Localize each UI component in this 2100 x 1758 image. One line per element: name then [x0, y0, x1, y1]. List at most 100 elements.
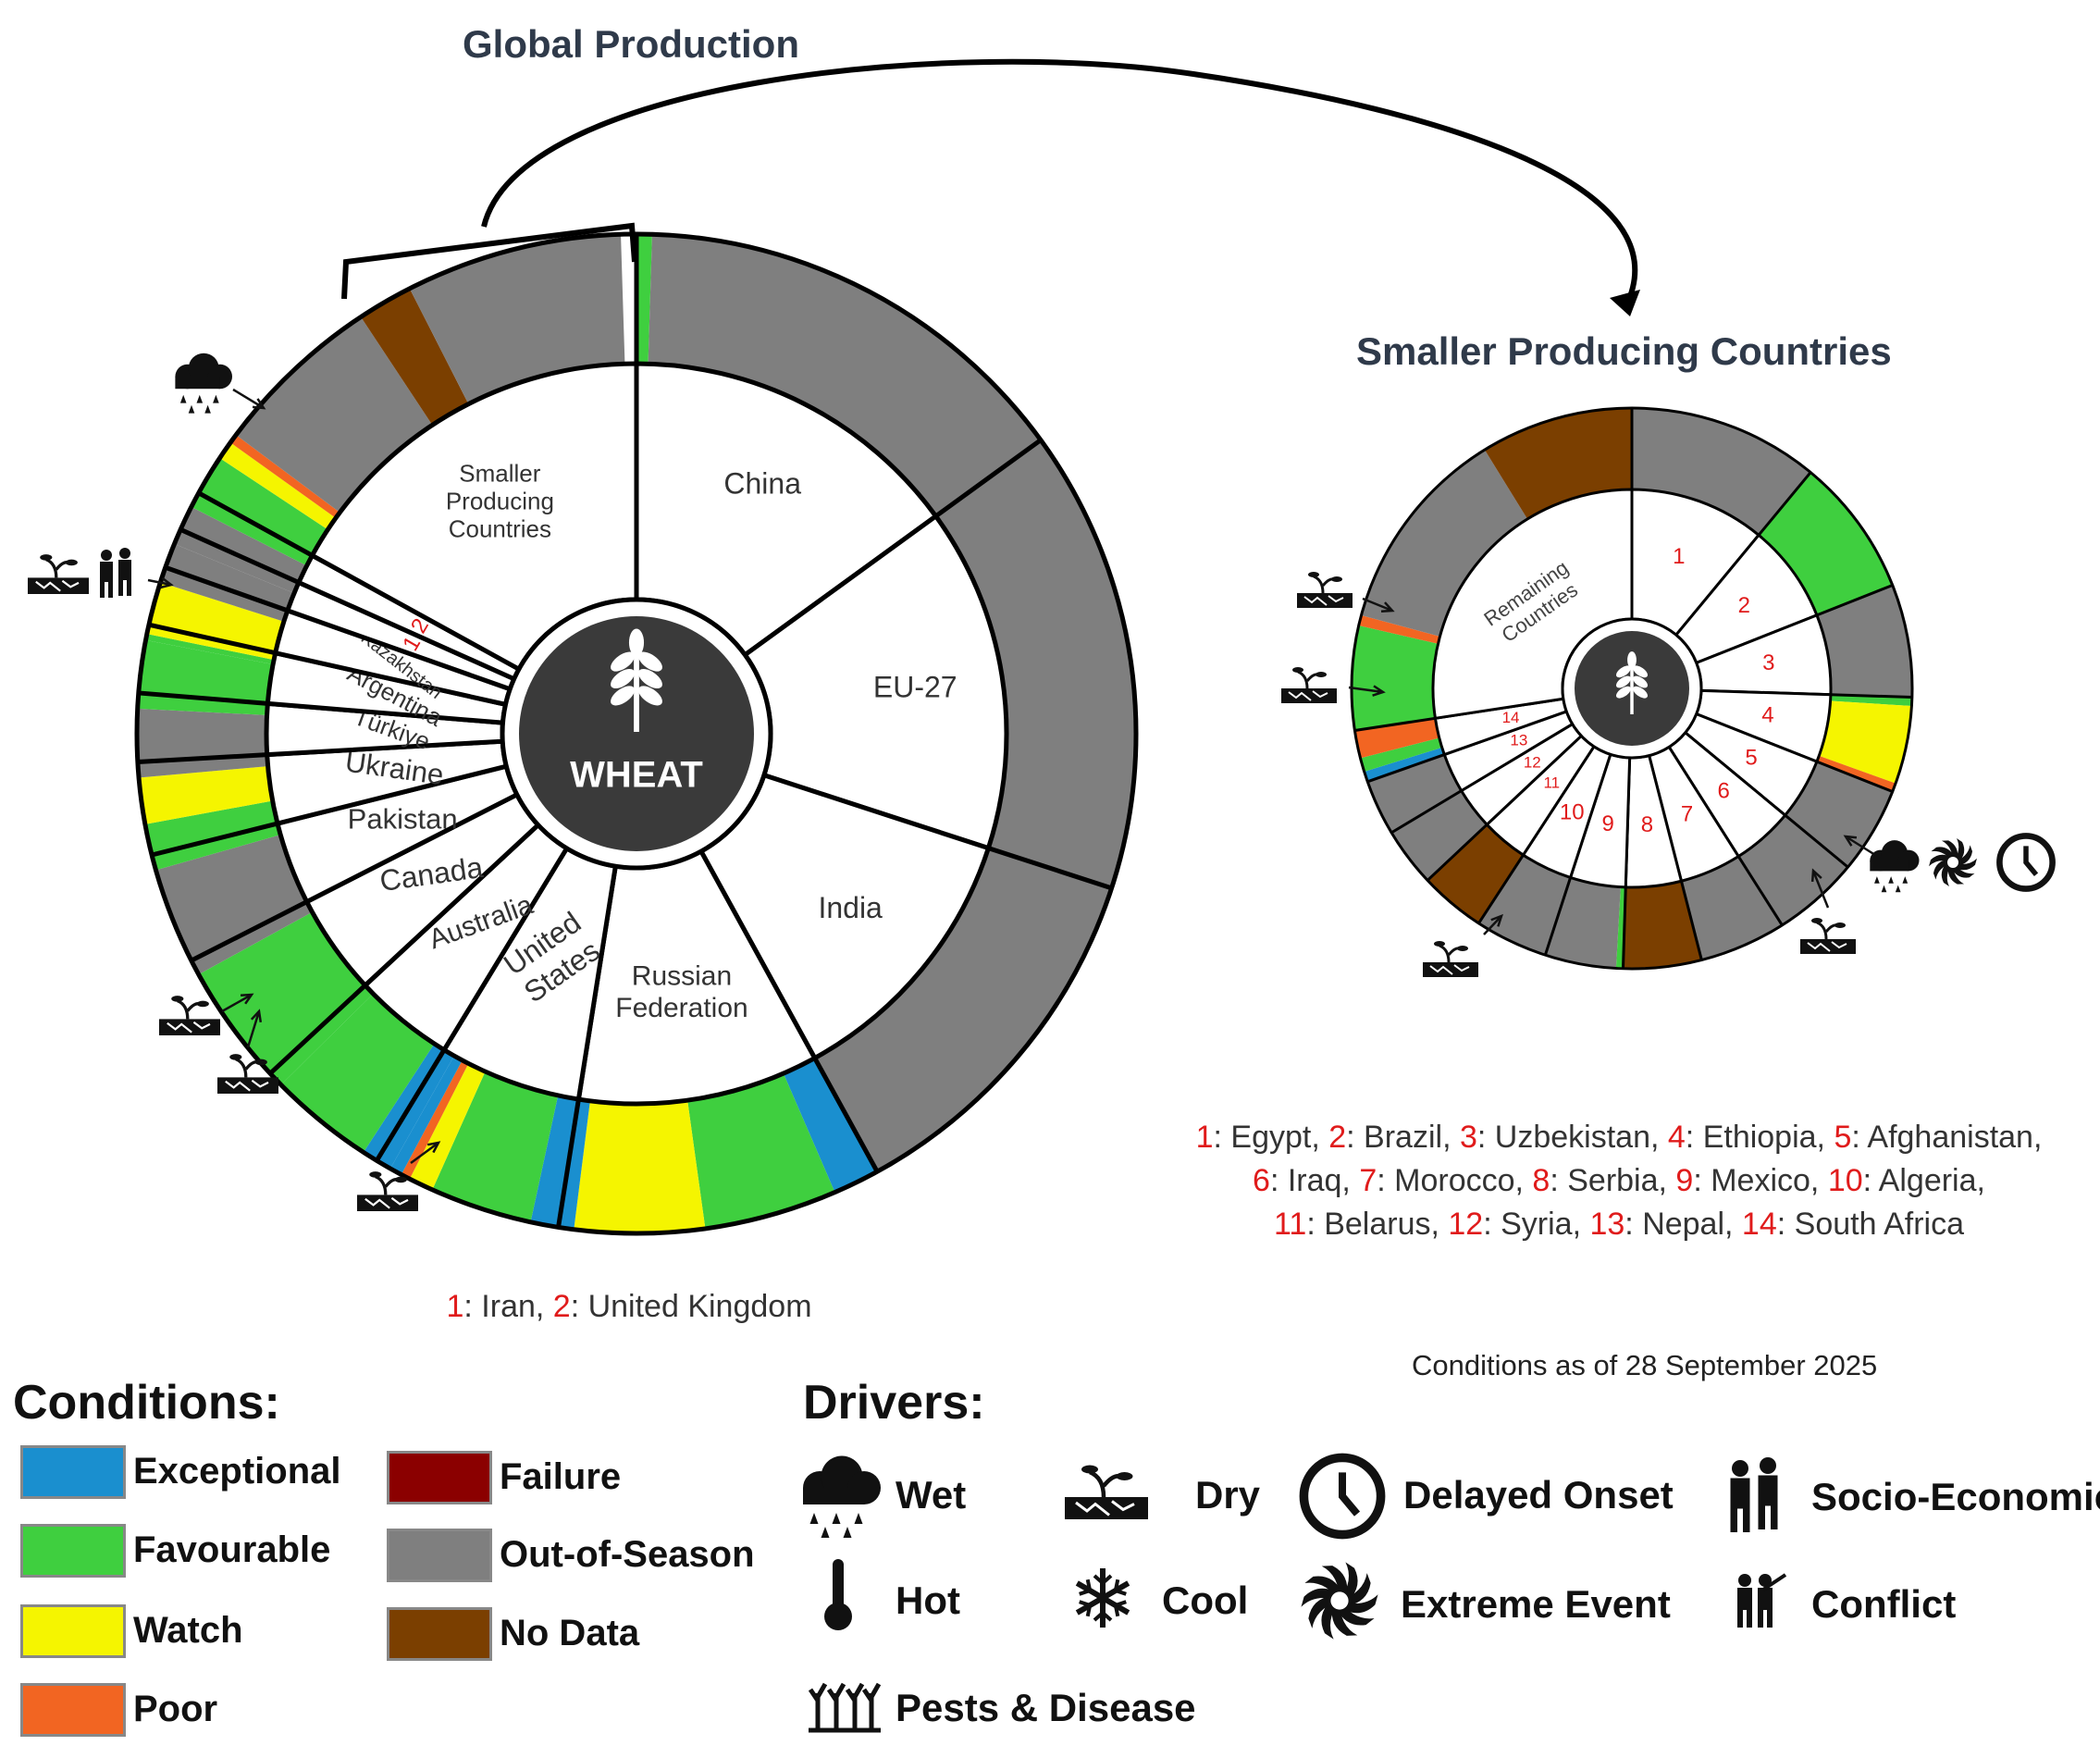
- ring-separator: [375, 1048, 447, 1162]
- driver-pointer: [246, 1010, 261, 1048]
- ring-separator: [1784, 813, 1849, 869]
- legend-label: Failure: [500, 1456, 622, 1497]
- key-country: : Morocco,: [1377, 1163, 1533, 1198]
- key-number: 12: [1448, 1207, 1484, 1242]
- ring-separator: [812, 1057, 880, 1173]
- driver-pointer-head: [240, 993, 254, 1005]
- outer-ring-segment: [1623, 881, 1702, 969]
- driver-label: Dry: [1195, 1473, 1261, 1517]
- country-label: Pakistan: [348, 803, 458, 836]
- key-country: : Iran,: [463, 1289, 553, 1324]
- country-label: Smaller Producing Countries: [446, 459, 554, 542]
- ring-separator: [556, 1098, 581, 1228]
- driver-label: Pests & Disease: [896, 1686, 1196, 1729]
- outer-ring-segment: [144, 800, 281, 871]
- outer-ring-segment: [1360, 737, 1442, 773]
- driver-pointer: [1845, 835, 1876, 857]
- ring-separator: [164, 564, 289, 613]
- key-number: 7: [1359, 1163, 1377, 1198]
- driver-label: Extreme Event: [1401, 1582, 1671, 1626]
- driver-pointer-head: [1380, 601, 1395, 613]
- drivers-legend-title: Drivers:: [803, 1376, 985, 1430]
- wet-icon: [175, 353, 232, 414]
- key-number: 8: [1532, 1163, 1550, 1198]
- country-label: 13: [1510, 732, 1527, 749]
- ring-separator: [1830, 693, 1912, 699]
- outer-ring-border: [134, 231, 1139, 1236]
- outer-ring-segment: [230, 435, 340, 518]
- driver-pointer-head: [426, 1141, 441, 1154]
- driver-label: Delayed Onset: [1403, 1473, 1674, 1517]
- ring-separator: [151, 821, 278, 858]
- legend-swatch-poor: [20, 1683, 126, 1737]
- dry-icon: [1800, 918, 1856, 954]
- country-label: 11: [1543, 774, 1560, 792]
- conditions-date: Conditions as of 28 September 2025: [1412, 1349, 1878, 1381]
- ring-separator: [1757, 471, 1812, 537]
- outer-ring-segment: [935, 440, 1136, 888]
- legend-label: Exceptional: [133, 1451, 341, 1492]
- legend-swatch-out-of-season: [387, 1529, 492, 1582]
- ring-separator: [1354, 716, 1436, 733]
- ring-separator: [190, 899, 308, 963]
- clock-icon: [1996, 833, 2056, 892]
- driver-label: Wet: [896, 1473, 967, 1517]
- outer-ring-segment: [1816, 585, 1912, 698]
- key-country: : Mexico,: [1693, 1163, 1828, 1198]
- legend-swatch-failure: [387, 1451, 492, 1504]
- smaller-key-line-1: 1: Egypt, 2: Brazil, 3: Uzbekistan, 4: E…: [1166, 1120, 2072, 1156]
- outer-ring-segment: [280, 994, 435, 1153]
- outer-ring-segment: [432, 1071, 559, 1222]
- ring-separator: [1366, 753, 1445, 784]
- outer-ring-segment: [1427, 824, 1524, 923]
- driver-label: Hot: [896, 1578, 960, 1622]
- country-label: 4: [1761, 703, 1773, 728]
- outer-ring-segment: [136, 708, 268, 778]
- dry-icon: [28, 554, 89, 594]
- outer-ring-segment: [1361, 450, 1528, 637]
- driver-pointer-head: [160, 576, 174, 589]
- country-label: Russian Federation: [615, 960, 747, 1023]
- wheat-hub: [519, 616, 754, 851]
- global-production-title: Global Production: [463, 22, 799, 66]
- outer-ring-segment: [1819, 700, 1912, 784]
- outer-ring-segment: [389, 1056, 463, 1175]
- ring-separator: [137, 752, 267, 765]
- country-label: 8: [1641, 812, 1653, 837]
- outer-ring-segment: [574, 1100, 706, 1233]
- key-number: 4: [1667, 1120, 1686, 1155]
- outer-ring-segment: [139, 766, 273, 824]
- smaller-key-line-3: 11: Belarus, 12: Syria, 13: Nepal, 14: S…: [1166, 1207, 2072, 1243]
- outer-ring-segment: [648, 234, 1041, 516]
- dry-icon: [1423, 941, 1478, 977]
- outer-ring-segment: [1364, 747, 1445, 782]
- outer-ring-segment: [198, 911, 374, 1085]
- outer-ring-segment: [1632, 408, 1811, 536]
- country-label: 10: [1560, 800, 1585, 825]
- country-label: 5: [1745, 746, 1757, 771]
- key-country: : Ethiopia,: [1685, 1120, 1834, 1155]
- ring-separator: [1736, 855, 1784, 926]
- country-label: 3: [1762, 651, 1774, 676]
- outer-ring-segment: [1759, 472, 1893, 615]
- legend-swatch-exceptional: [20, 1445, 126, 1499]
- outer-ring-segment: [219, 442, 336, 530]
- smaller-producers-title: Smaller Producing Countries: [1356, 329, 1892, 373]
- driver-pointer-head: [1372, 685, 1386, 697]
- key-number: 13: [1589, 1207, 1625, 1242]
- key-country: : Syria,: [1483, 1207, 1590, 1242]
- ring-separator: [197, 490, 314, 558]
- outer-ring-segment: [145, 634, 275, 665]
- key-number: 2: [1328, 1120, 1347, 1155]
- outer-ring-segment: [361, 288, 469, 426]
- country-label: 2: [1738, 593, 1750, 618]
- key-number: 10: [1827, 1163, 1863, 1198]
- key-number: 1: [446, 1289, 464, 1324]
- dry-icon: [1297, 572, 1353, 608]
- ring-separator: [1621, 886, 1627, 969]
- key-number: 1: [1195, 1120, 1214, 1155]
- key-country: : South Africa: [1776, 1207, 1964, 1242]
